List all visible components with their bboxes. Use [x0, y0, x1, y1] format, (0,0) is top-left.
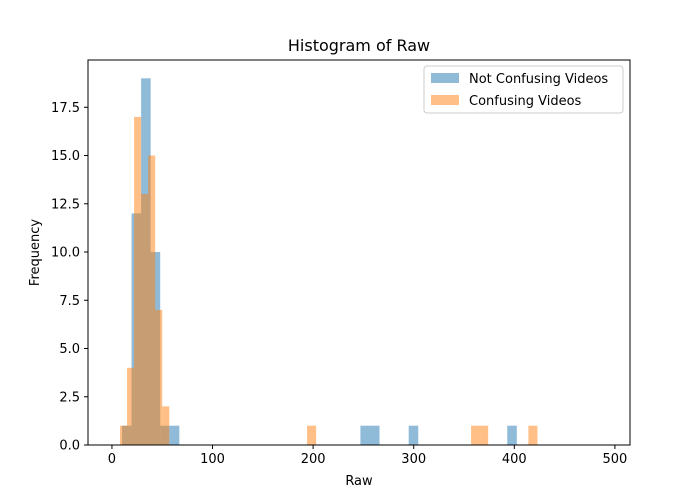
- y-tick-label: 2.5: [59, 390, 80, 405]
- bar-confusing-6: [162, 406, 170, 445]
- legend-swatch-not-confusing: [431, 73, 459, 83]
- bar-confusing-4: [148, 155, 156, 446]
- bar-confusing-0: [119, 425, 128, 445]
- plot-frame: [87, 59, 631, 446]
- legend-swatch-confusing: [431, 95, 459, 105]
- y-tick-label: 17.5: [51, 101, 80, 116]
- bar-not-confusing-9: [507, 425, 517, 445]
- bar-confusing-5: [155, 309, 163, 445]
- y-tick-label: 5.0: [59, 342, 80, 357]
- y-tick-label: 10.0: [51, 246, 80, 261]
- y-tick-label: 0.0: [59, 439, 80, 454]
- y-tick-label: 7.5: [59, 294, 80, 309]
- chart-title: Histogram of Raw: [288, 36, 430, 55]
- bar-not-confusing-7: [369, 425, 380, 445]
- y-axis-ticks: 0.0 2.5 5.0 7.5 10.0 12.5 15.0 17.5: [51, 101, 88, 454]
- x-axis-ticks: 0 100 200 300 400 500: [108, 445, 627, 467]
- bars-layer: [119, 78, 538, 446]
- x-axis-label: Raw: [345, 474, 373, 489]
- y-axis-label: Frequency: [28, 219, 43, 286]
- y-tick-label: 12.5: [51, 197, 80, 212]
- bar-not-confusing-6: [360, 425, 370, 445]
- bar-confusing-9: [480, 425, 489, 445]
- x-tick-label: 400: [502, 452, 527, 467]
- legend-label-confusing: Confusing Videos: [469, 94, 582, 109]
- bar-not-confusing-8: [408, 425, 419, 445]
- x-tick-label: 0: [108, 452, 116, 467]
- legend: Not Confusing Videos Confusing Videos: [423, 65, 624, 114]
- bar-confusing-8: [471, 425, 481, 445]
- legend-box: [423, 65, 624, 114]
- y-tick-label: 15.0: [51, 149, 80, 164]
- x-tick-label: 500: [602, 452, 627, 467]
- bar-not-confusing-5: [169, 425, 180, 445]
- x-tick-label: 200: [301, 452, 326, 467]
- bar-confusing-1: [127, 367, 135, 445]
- x-tick-label: 100: [200, 452, 225, 467]
- x-tick-label: 300: [401, 452, 426, 467]
- bar-confusing-2: [134, 116, 142, 446]
- legend-label-not-confusing: Not Confusing Videos: [469, 72, 608, 87]
- bar-confusing-10: [528, 425, 538, 445]
- bar-confusing-3: [141, 194, 149, 445]
- bar-confusing-7: [307, 425, 317, 445]
